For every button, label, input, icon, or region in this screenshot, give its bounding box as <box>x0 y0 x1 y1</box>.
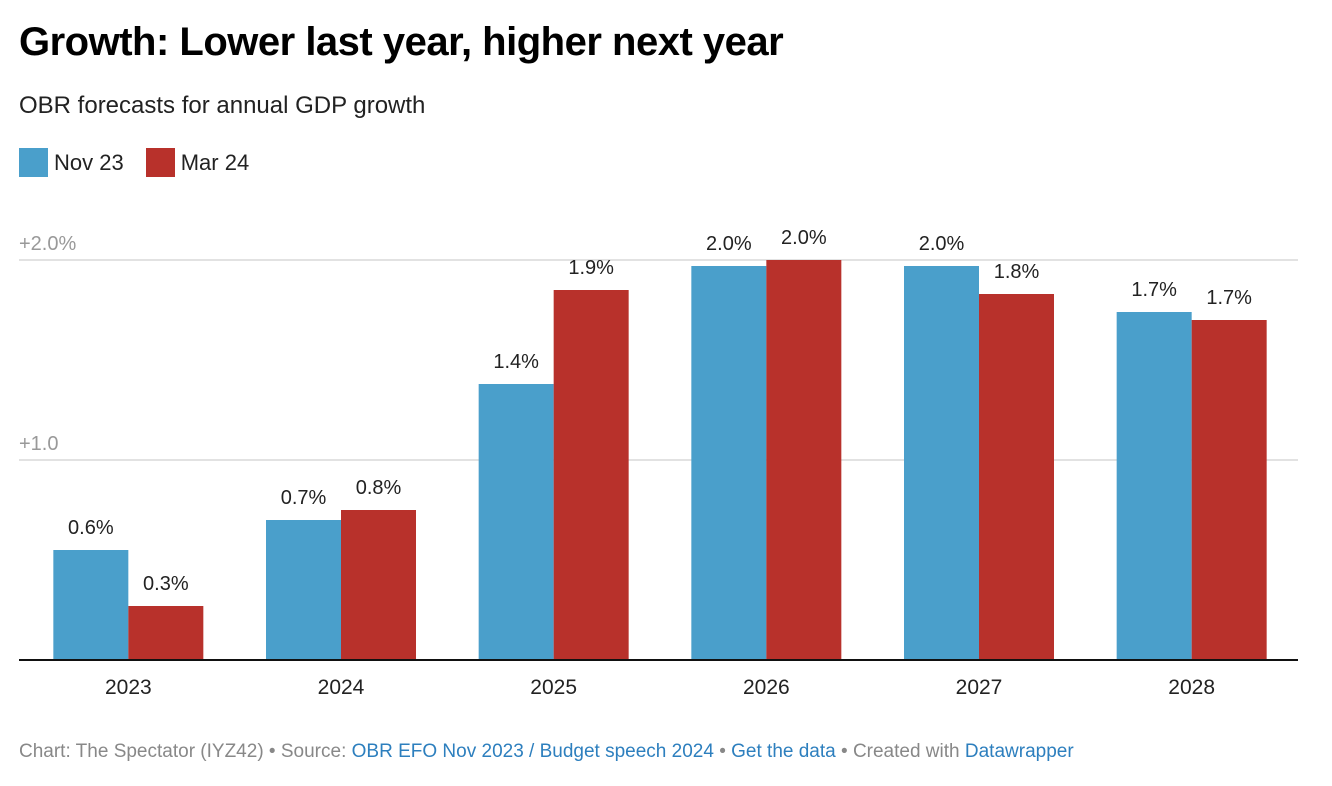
data-label: 0.6% <box>68 517 114 539</box>
legend-item-mar24: Mar 24 <box>145 148 250 177</box>
data-label: 1.7% <box>1206 287 1252 309</box>
footer: Chart: The Spectator (IYZ42) • Source: O… <box>19 741 1074 763</box>
chart-title: Growth: Lower last year, higher next yea… <box>19 20 784 64</box>
data-label: 2.0% <box>706 233 752 255</box>
chart-credit: Chart: The Spectator (IYZ42) <box>19 741 264 762</box>
get-the-data-link[interactable]: Get the data <box>731 741 836 762</box>
data-label: 1.7% <box>1131 279 1177 301</box>
legend-label-mar24: Mar 24 <box>180 149 250 175</box>
x-tick-label: 2027 <box>956 676 1003 699</box>
x-tick-label: 2026 <box>743 676 790 699</box>
bar-nov-23-2027 <box>904 266 979 660</box>
x-tick-label: 2024 <box>318 676 365 699</box>
chart-subtitle: OBR forecasts for annual GDP growth <box>19 92 426 119</box>
source-link[interactable]: OBR EFO Nov 2023 / Budget speech 2024 <box>351 741 714 762</box>
source-label: Source: <box>280 741 352 762</box>
legend-swatch-nov23 <box>19 148 48 177</box>
legend-label-nov23: Nov 23 <box>54 149 124 175</box>
bar-nov-23-2024 <box>266 520 341 660</box>
bar-nov-23-2025 <box>478 384 554 660</box>
datawrapper-link[interactable]: Datawrapper <box>964 741 1074 762</box>
data-label: 1.8% <box>994 261 1040 283</box>
bar-mar-24-2025 <box>553 290 629 660</box>
bar-nov-23-2026 <box>691 266 767 660</box>
separator: • <box>713 741 732 762</box>
separator: • <box>835 741 853 762</box>
separator: • <box>263 741 281 762</box>
x-tick-label: 2028 <box>1168 676 1215 699</box>
legend: Nov 23 Mar 24 <box>19 148 271 177</box>
data-label: 2.0% <box>781 227 827 249</box>
created-with-label: Created with <box>852 741 965 762</box>
y-tick-label: +2.0% <box>19 233 76 255</box>
bar-mar-24-2028 <box>1191 320 1267 660</box>
x-tick-label: 2023 <box>105 676 152 699</box>
legend-swatch-mar24 <box>145 148 175 177</box>
bar-mar-24-2026 <box>766 260 842 660</box>
bar-mar-24-2024 <box>341 510 416 660</box>
legend-item-nov23: Nov 23 <box>19 148 124 177</box>
x-tick-label: 2025 <box>530 676 577 699</box>
data-label: 1.4% <box>493 351 539 373</box>
data-label: 0.7% <box>281 487 327 509</box>
data-label: 0.8% <box>356 477 402 499</box>
y-tick-label: +1.0 <box>19 433 58 455</box>
bar-mar-24-2023 <box>128 606 204 660</box>
data-label: 2.0% <box>919 233 965 255</box>
data-label: 0.3% <box>143 573 189 595</box>
data-label: 1.9% <box>568 257 614 279</box>
bar-nov-23-2023 <box>53 550 129 660</box>
bar-mar-24-2027 <box>979 294 1054 660</box>
bar-nov-23-2028 <box>1116 312 1192 660</box>
